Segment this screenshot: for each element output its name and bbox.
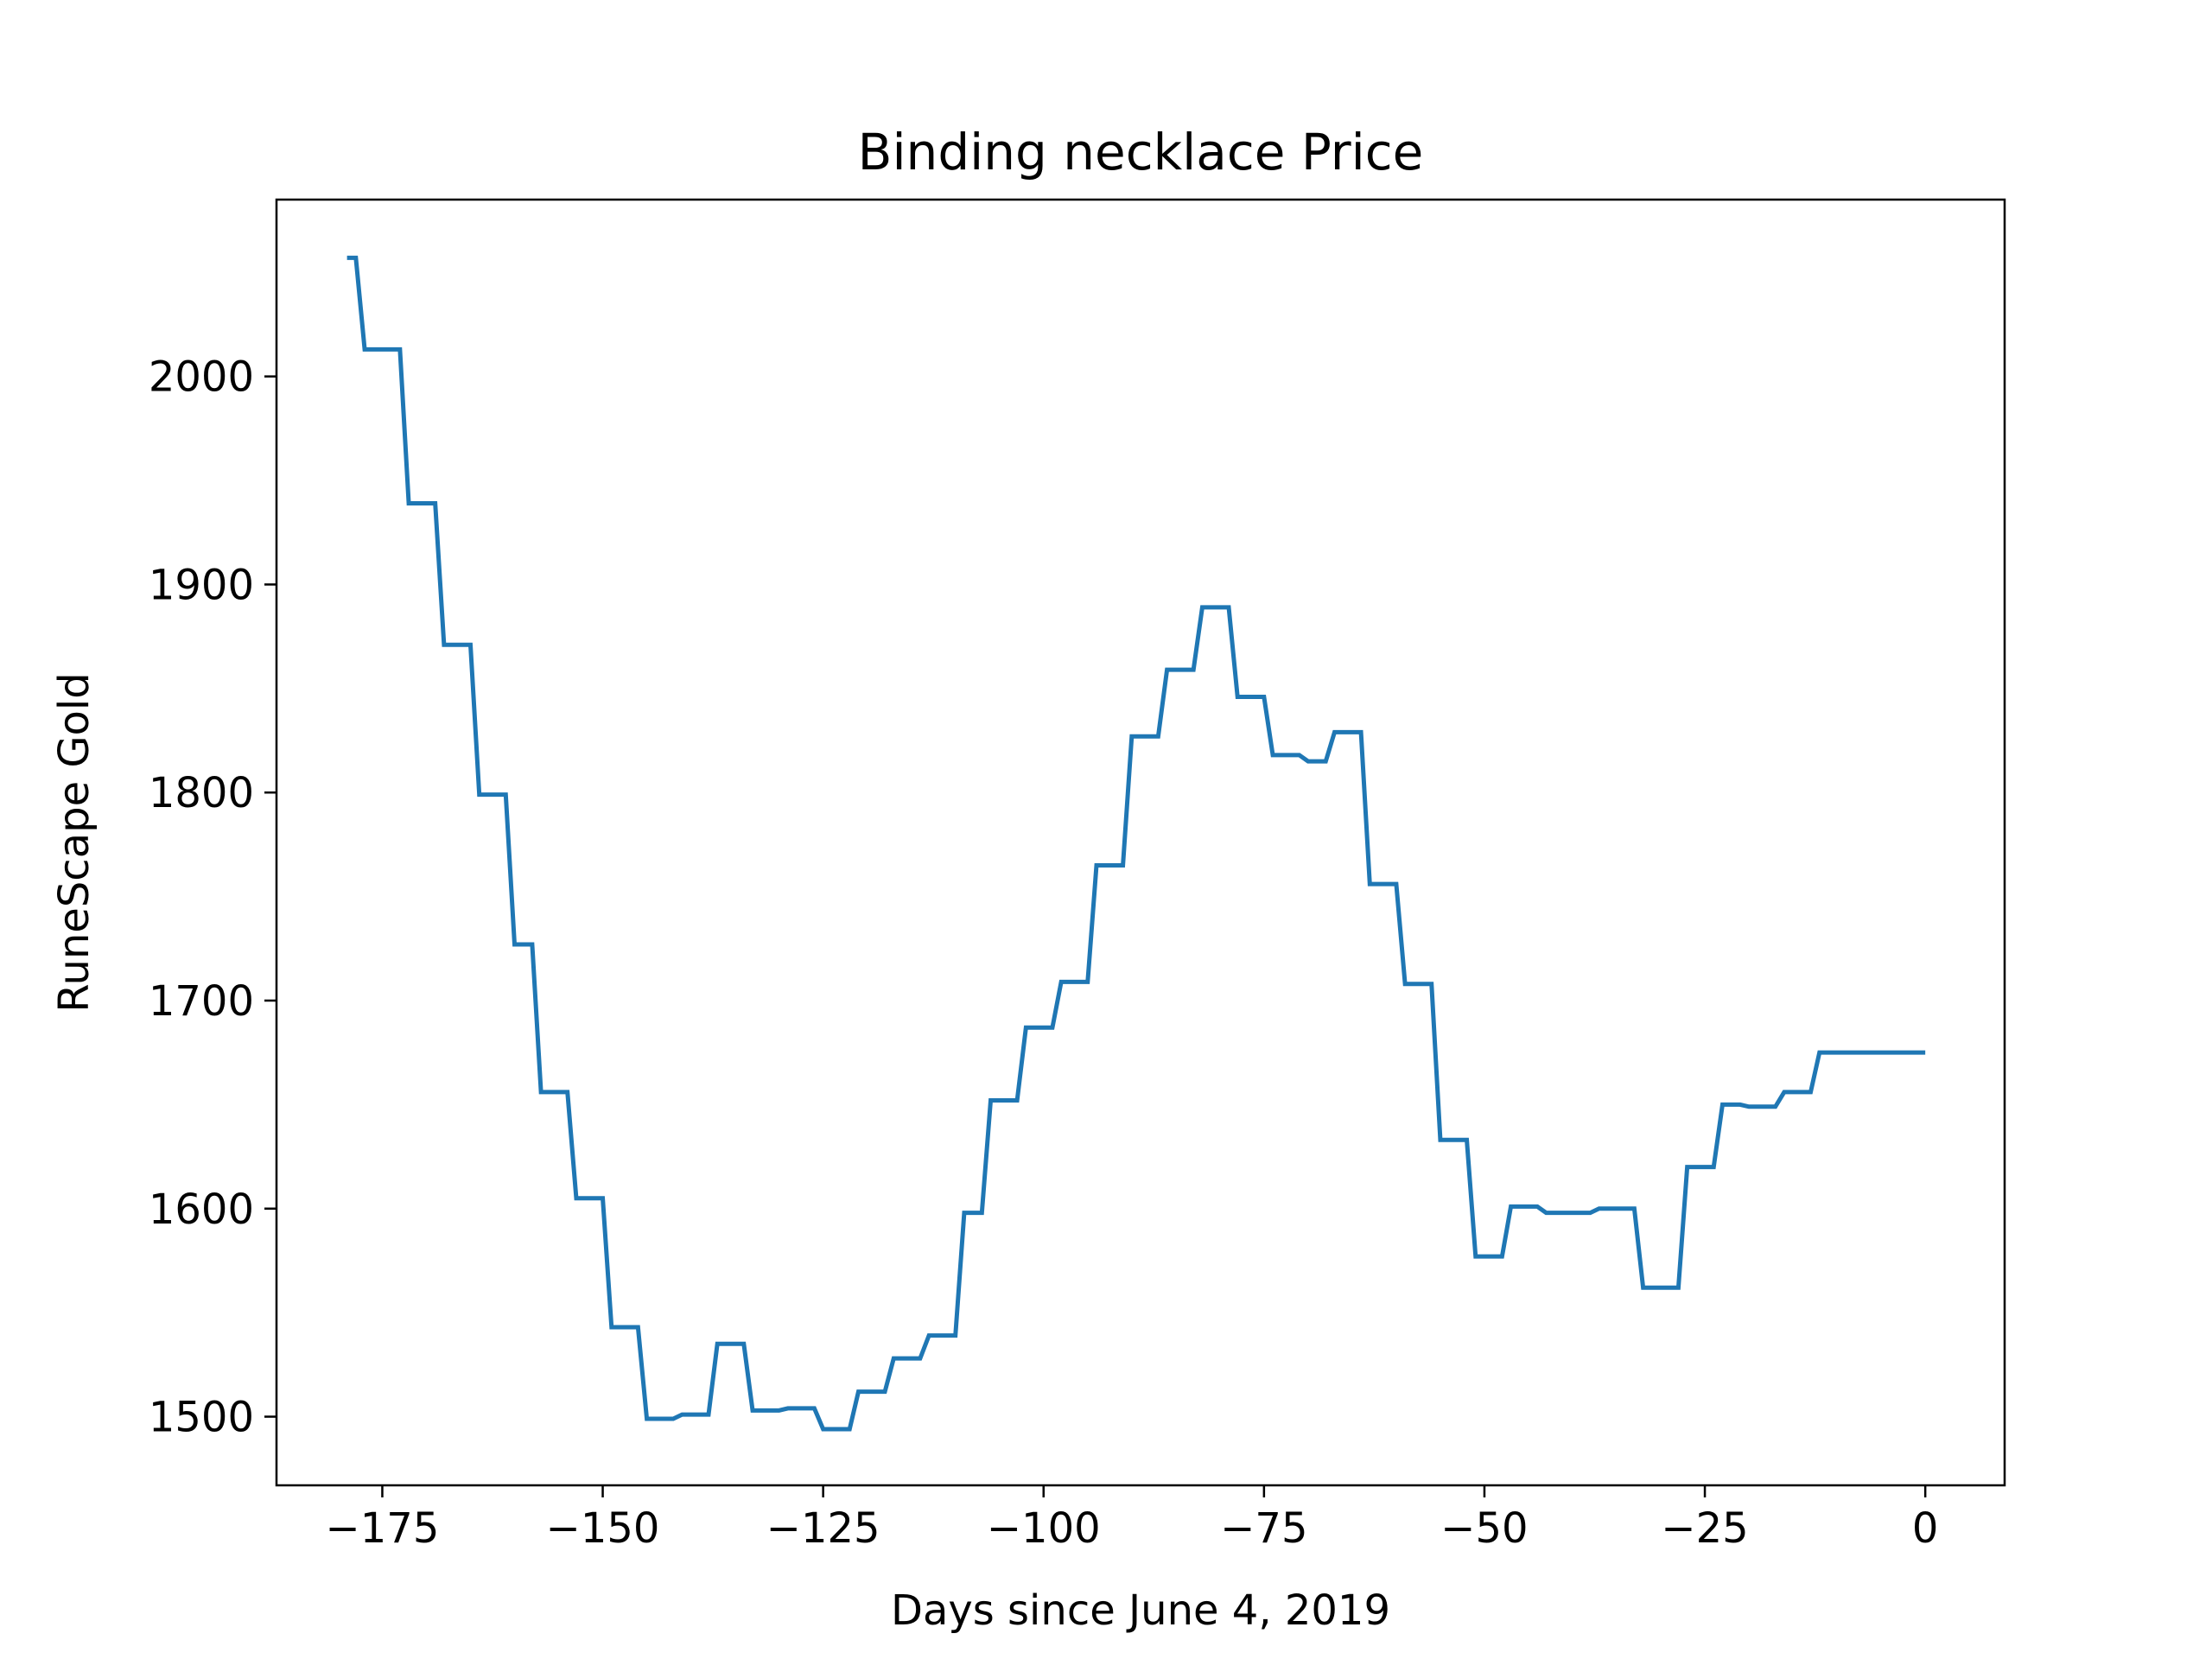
chart-title: Binding necklace Price [858, 123, 1424, 181]
x-tick-label: −50 [1440, 1504, 1528, 1553]
series-line-0 [346, 255, 1926, 1432]
y-axis: 1500 1600 1700 1800 1900 2000 [149, 353, 276, 1442]
y-tick-label: 1800 [149, 769, 254, 817]
x-tick-label: −75 [1220, 1504, 1307, 1553]
x-tick-label: −100 [987, 1504, 1101, 1553]
y-tick-label: 1500 [149, 1394, 254, 1442]
x-axis: −175 −150 −125 −100 −75 −50 −25 0 [326, 1485, 1939, 1553]
x-axis-label: Days since June 4, 2019 [891, 1586, 1390, 1635]
y-tick-label: 2000 [149, 353, 254, 402]
y-tick-label: 1900 [149, 561, 254, 609]
x-tick-label: 0 [1912, 1504, 1939, 1553]
x-tick-label: −25 [1661, 1504, 1748, 1553]
plot-frame [275, 198, 2006, 1487]
plot-series [346, 255, 1926, 1432]
x-tick-label: −150 [546, 1504, 660, 1553]
y-tick-label: 1600 [149, 1185, 254, 1234]
y-tick-label: 1700 [149, 977, 254, 1026]
x-tick-label: −175 [326, 1504, 440, 1553]
x-tick-label: −125 [766, 1504, 880, 1553]
y-axis-label: RuneScape Gold [50, 672, 99, 1012]
